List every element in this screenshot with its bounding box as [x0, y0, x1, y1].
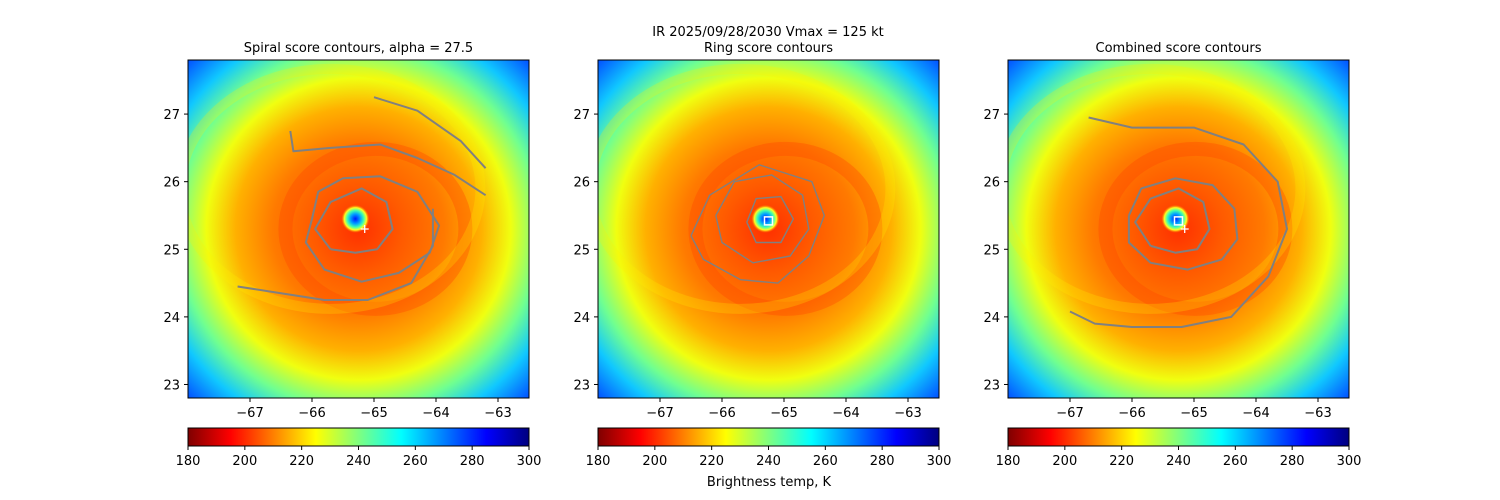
- y-tick-label: 23: [983, 378, 1000, 393]
- center-plus-marker: [1180, 225, 1189, 233]
- x-tick-label: −66: [708, 406, 735, 421]
- colorbar-tick-label: 180: [996, 454, 1021, 469]
- x-tick-label: −64: [422, 406, 449, 421]
- x-tick-label: −67: [236, 406, 263, 421]
- colorbar-tick-label: 300: [1337, 454, 1362, 469]
- contour-ring-outer: [690, 164, 825, 284]
- x-tick-label: −65: [360, 406, 387, 421]
- contour-spiral-top: [289, 130, 487, 197]
- colorbar-tick-label: 240: [346, 454, 371, 469]
- colorbar: [1007, 427, 1350, 447]
- y-tick-label: 23: [573, 378, 590, 393]
- panel-title: Spiral score contours, alpha = 27.5: [244, 41, 473, 56]
- panel-title: Combined score contours: [1096, 41, 1262, 56]
- colorbar-tick-label: 240: [1166, 454, 1191, 469]
- x-tick-label: −64: [832, 406, 859, 421]
- colorbar-tick-label: 280: [870, 454, 895, 469]
- contour-spiral-bottom: [237, 208, 434, 301]
- axes-frame: [187, 59, 530, 399]
- x-tick-label: −66: [298, 406, 325, 421]
- colorbar-tick-label: 200: [642, 454, 667, 469]
- colorbar: [187, 427, 530, 447]
- colorbar-tick-label: 200: [232, 454, 257, 469]
- x-tick-label: −63: [1304, 406, 1331, 421]
- colorbar-tick-label: 200: [1052, 454, 1077, 469]
- y-tick-label: 24: [163, 311, 180, 326]
- contour-outer: [1069, 116, 1288, 328]
- colorbar-tick-label: 240: [756, 454, 781, 469]
- y-tick-label: 25: [163, 243, 180, 258]
- axes-frame: [1007, 59, 1350, 399]
- y-tick-label: 26: [163, 176, 180, 191]
- colorbar-tick-label: 260: [813, 454, 838, 469]
- colorbar-tick-label: 260: [403, 454, 428, 469]
- contour-ring-inner: [746, 195, 794, 244]
- panel-title: Ring score contours: [704, 41, 833, 56]
- colorbar-tick-label: 220: [1109, 454, 1134, 469]
- panel-3: Combined score contours −67 −66 −65 −64 −63 23…: [983, 41, 1361, 469]
- panel-2: Ring score contours −67 −66 −65 −64 −63 23 24 25…: [573, 41, 951, 469]
- y-tick-label: 27: [573, 108, 590, 123]
- y-tick-label: 26: [573, 176, 590, 191]
- colorbar-tick-label: 220: [289, 454, 314, 469]
- y-tick-label: 24: [983, 311, 1000, 326]
- x-tick-label: −63: [484, 406, 511, 421]
- y-tick-label: 25: [573, 243, 590, 258]
- colorbar-tick-label: 220: [699, 454, 724, 469]
- y-tick-label: 27: [983, 108, 1000, 123]
- brightness-image: [598, 60, 939, 398]
- x-tick-label: −67: [646, 406, 673, 421]
- brightness-image: [1008, 60, 1349, 398]
- storm-eye: [341, 204, 370, 233]
- center-square-marker: [1173, 216, 1184, 226]
- y-tick-label: 25: [983, 243, 1000, 258]
- contour-middle: [1127, 177, 1239, 271]
- panel-1: Spiral score contours, alpha = 27.5 −67 −6…: [163, 41, 541, 469]
- brightness-image: [188, 60, 529, 398]
- y-tick-label: 26: [983, 176, 1000, 191]
- y-tick-label: 24: [573, 311, 590, 326]
- colorbar-tick-label: 300: [927, 454, 952, 469]
- colorbar-tick-label: 300: [517, 454, 542, 469]
- colorbar-tick-label: 180: [176, 454, 201, 469]
- contour-spiral-outer: [373, 96, 487, 169]
- storm-eye: [751, 204, 780, 233]
- contour-middle: [304, 175, 441, 283]
- panels: Spiral score contours, alpha = 27.5 −67 −6…: [163, 41, 1361, 469]
- x-tick-label: −65: [1180, 406, 1207, 421]
- contour-inner: [314, 187, 394, 254]
- colorbar-tick-label: 260: [1223, 454, 1248, 469]
- contour-inner: [1134, 187, 1211, 254]
- figure-title: IR 2025/09/28/2030 Vmax = 125 kt: [652, 25, 883, 40]
- colorbar: [597, 427, 940, 447]
- x-tick-label: −67: [1056, 406, 1083, 421]
- x-tick-label: −64: [1242, 406, 1269, 421]
- x-tick-label: −66: [1118, 406, 1145, 421]
- y-tick-label: 27: [163, 108, 180, 123]
- x-tick-label: −63: [894, 406, 921, 421]
- colorbar-tick-label: 180: [586, 454, 611, 469]
- colorbar-label: Brightness temp, K: [707, 475, 832, 490]
- x-tick-label: −65: [770, 406, 797, 421]
- contour-ring: [715, 174, 810, 264]
- colorbar-tick-label: 280: [1280, 454, 1305, 469]
- storm-eye: [1161, 204, 1190, 233]
- axes-frame: [597, 59, 940, 399]
- colorbar-tick-label: 280: [460, 454, 485, 469]
- center-plus-marker: [360, 225, 369, 233]
- y-tick-label: 23: [163, 378, 180, 393]
- center-square-marker: [763, 216, 774, 226]
